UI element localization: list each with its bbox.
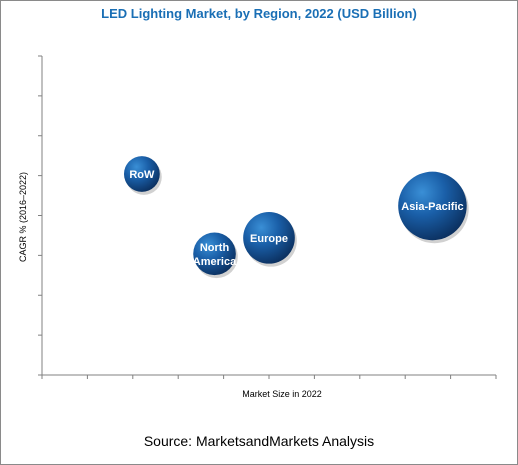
bubble-label: North <box>200 242 230 254</box>
bubble-north-america: North America <box>193 232 238 279</box>
y-axis-label: CAGR % (2016–2022) <box>18 172 28 262</box>
bubble-europe-circle <box>243 212 295 264</box>
bubble-row: RoW <box>123 156 162 195</box>
bubble-label: RoW <box>129 169 155 181</box>
bubble-asia-pacific: Asia-Pacific <box>398 171 469 244</box>
bubble-label: Europe <box>250 233 288 245</box>
bubble-asia-pacific-circle <box>398 171 467 241</box>
bubble-north-america-circle <box>193 232 236 276</box>
bubble-row-circle <box>123 156 160 192</box>
chart-title: LED Lighting Market, by Region, 2022 (US… <box>101 6 417 21</box>
bubble-europe: Europe <box>243 212 297 267</box>
bubble-label: Asia-Pacific <box>401 201 463 213</box>
source-note: Source: MarketsandMarkets Analysis <box>143 433 375 449</box>
axes <box>38 55 497 379</box>
x-axis-label: Market Size in 2022 <box>242 389 322 399</box>
bubbles: RoW North America Europe Asia-Pacific <box>123 156 469 279</box>
bubble-label: America <box>193 256 237 268</box>
